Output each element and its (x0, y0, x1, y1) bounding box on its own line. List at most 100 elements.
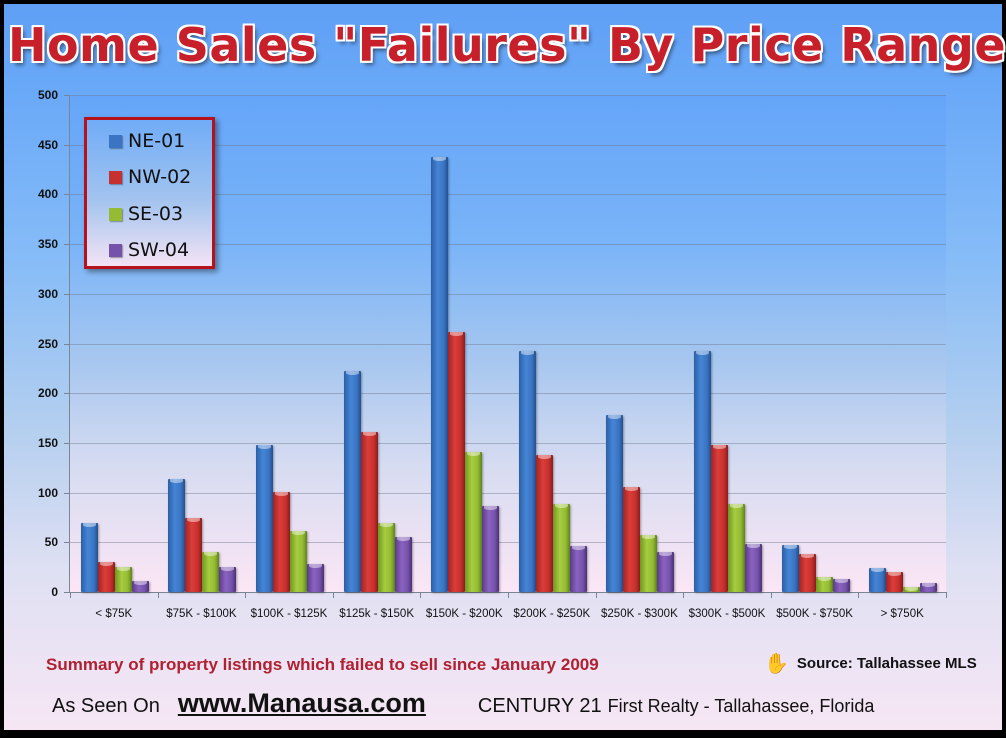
bar-sw-04-3 (394, 537, 412, 592)
gridline (70, 95, 946, 96)
bar-ne-01-2 (256, 444, 273, 592)
legend-label: NW-02 (128, 166, 192, 188)
y-axis-label: 500 (37, 88, 58, 102)
x-tick (595, 592, 597, 598)
legend-item-ne-01: NE-01 (109, 128, 185, 154)
bar-nw-02-8 (798, 554, 816, 592)
x-tick (420, 592, 422, 598)
y-axis-label: 150 (37, 435, 58, 450)
x-axis-label: $250K - $300K (601, 608, 678, 620)
y-axis (69, 95, 70, 593)
bar-nw-02-2 (273, 491, 290, 592)
y-axis-label: 200 (37, 386, 58, 401)
bar-se-03-1 (202, 552, 220, 592)
x-tick (770, 592, 772, 598)
y-tick (64, 194, 70, 196)
gridline (70, 194, 946, 196)
x-axis-label: > $750K (880, 608, 924, 620)
y-axis-label: 450 (37, 137, 58, 152)
bar-ne-01-1 (168, 478, 186, 592)
x-tick (508, 592, 509, 598)
as-seen-on-text: As Seen On (52, 695, 160, 717)
legend-item-nw-02: NW-02 (109, 164, 191, 190)
y-tick (64, 393, 70, 395)
y-tick (64, 592, 70, 593)
y-axis-label: 0 (51, 585, 58, 599)
plot-area: 0 50 100 150 200 250 300 350 400 450 500 < $75K $75K… (4, 4, 1006, 738)
bar-ne-01-4 (431, 156, 449, 592)
legend-label: SW-04 (128, 239, 190, 261)
gridline (70, 244, 946, 246)
x-axis (69, 592, 946, 593)
gridline (70, 293, 946, 295)
legend-label: SE-03 (128, 203, 184, 225)
brokerage-name: CENTURY 21 (477, 695, 602, 717)
bar-sw-04-9 (920, 583, 938, 592)
bar-se-03-9 (903, 587, 921, 592)
bar-se-03-5 (552, 503, 570, 592)
bar-sw-04-7 (745, 544, 762, 592)
y-axis-label: 250 (37, 336, 58, 351)
website-link[interactable]: www.Manausa.com (177, 688, 426, 718)
bar-sw-04-1 (219, 567, 237, 592)
x-axis-label: < $75K (95, 608, 133, 620)
gridline (70, 542, 946, 544)
y-axis-label: 400 (37, 187, 58, 202)
legend-item-se-03: SE-03 (109, 201, 183, 227)
bar-sw-04-5 (569, 546, 587, 592)
y-tick (64, 95, 70, 96)
y-axis-label: 50 (44, 535, 58, 550)
green-square-icon (109, 207, 122, 221)
gridline (70, 144, 946, 146)
x-axis-label: $300K - $500K (688, 608, 766, 620)
legend-item-sw-04: SW-04 (109, 237, 189, 263)
bar-nw-02-7 (711, 444, 728, 592)
bar-nw-02-5 (535, 454, 553, 592)
x-tick (157, 592, 159, 598)
bar-sw-04-4 (482, 505, 500, 592)
bar-sw-04-8 (832, 579, 850, 592)
y-tick (64, 442, 70, 444)
bar-ne-01-6 (606, 415, 624, 592)
x-tick (245, 592, 247, 598)
x-axis-label: $150K - $200K (425, 608, 503, 620)
purple-square-icon (109, 243, 122, 257)
blue-square-icon (109, 134, 122, 148)
bar-sw-04-2 (307, 564, 324, 592)
hand-icon: ✋ (764, 653, 789, 675)
footer: As Seen On www.Manausa.com CENTURY 21 Fi… (52, 688, 874, 719)
y-axis-label: 350 (37, 237, 58, 252)
x-axis-label: $500K - $750K (776, 608, 853, 620)
gridline (70, 343, 946, 345)
x-tick (70, 592, 71, 598)
plot-background (70, 95, 946, 592)
x-tick (683, 592, 685, 598)
y-tick (64, 144, 70, 146)
y-tick (64, 293, 70, 295)
x-tick (946, 592, 947, 598)
legend: NE-01 NW-02 SE-03 SW-04 (84, 117, 215, 269)
gridline (70, 393, 946, 395)
x-tick (858, 592, 860, 598)
bar-ne-01-3 (343, 371, 361, 592)
source-note: ✋ Source: Tallahassee MLS (764, 651, 977, 676)
y-tick (64, 492, 70, 494)
red-square-icon (109, 170, 122, 184)
gridline (70, 442, 946, 444)
bar-nw-02-9 (886, 572, 904, 592)
y-axis-label: 300 (37, 286, 58, 301)
bar-se-03-3 (377, 523, 395, 592)
legend-label: NE-01 (128, 130, 186, 152)
bar-se-03-0 (114, 567, 132, 592)
gridline (70, 492, 946, 494)
y-axis-label: 100 (37, 485, 58, 500)
x-axis-label: $125k - $150K (339, 608, 414, 620)
bar-nw-02-6 (623, 486, 641, 592)
summary-caption: Summary of property listings which faile… (46, 655, 599, 674)
bar-ne-01-5 (518, 351, 536, 592)
brokerage-location: First Realty - Tallahassee, Florida (607, 696, 875, 716)
y-tick (64, 542, 70, 544)
bar-ne-01-9 (869, 568, 887, 592)
bar-ne-01-8 (781, 545, 799, 592)
bar-se-03-2 (290, 531, 307, 592)
